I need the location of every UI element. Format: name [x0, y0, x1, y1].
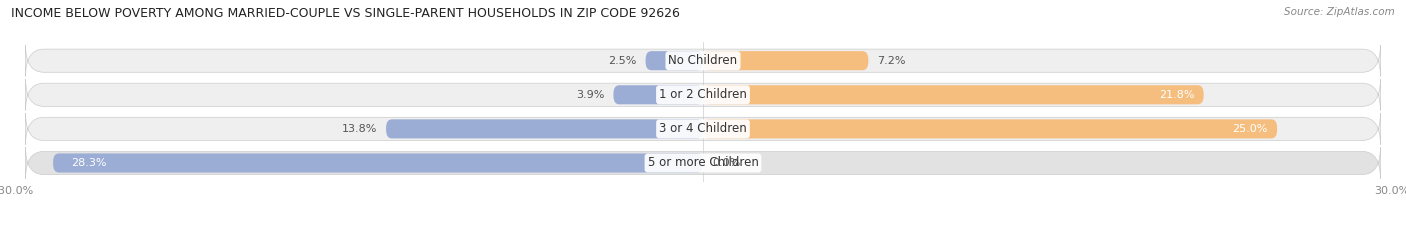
Text: 28.3%: 28.3% [72, 158, 107, 168]
Text: Source: ZipAtlas.com: Source: ZipAtlas.com [1284, 7, 1395, 17]
Text: No Children: No Children [668, 54, 738, 67]
FancyBboxPatch shape [53, 154, 703, 172]
FancyBboxPatch shape [25, 113, 1381, 144]
Text: INCOME BELOW POVERTY AMONG MARRIED-COUPLE VS SINGLE-PARENT HOUSEHOLDS IN ZIP COD: INCOME BELOW POVERTY AMONG MARRIED-COUPL… [11, 7, 681, 20]
Text: 13.8%: 13.8% [342, 124, 377, 134]
Text: 25.0%: 25.0% [1233, 124, 1268, 134]
FancyBboxPatch shape [25, 79, 1381, 110]
Text: 3 or 4 Children: 3 or 4 Children [659, 122, 747, 135]
Text: 1 or 2 Children: 1 or 2 Children [659, 88, 747, 101]
Text: 7.2%: 7.2% [877, 56, 905, 66]
Text: 21.8%: 21.8% [1159, 90, 1195, 100]
FancyBboxPatch shape [703, 51, 869, 70]
Text: 2.5%: 2.5% [607, 56, 637, 66]
Text: 5 or more Children: 5 or more Children [648, 157, 758, 169]
FancyBboxPatch shape [703, 85, 1204, 104]
Text: 0.0%: 0.0% [713, 158, 741, 168]
FancyBboxPatch shape [387, 119, 703, 138]
FancyBboxPatch shape [613, 85, 703, 104]
FancyBboxPatch shape [25, 45, 1381, 76]
Text: 3.9%: 3.9% [576, 90, 605, 100]
FancyBboxPatch shape [703, 119, 1277, 138]
FancyBboxPatch shape [25, 147, 1381, 179]
FancyBboxPatch shape [645, 51, 703, 70]
